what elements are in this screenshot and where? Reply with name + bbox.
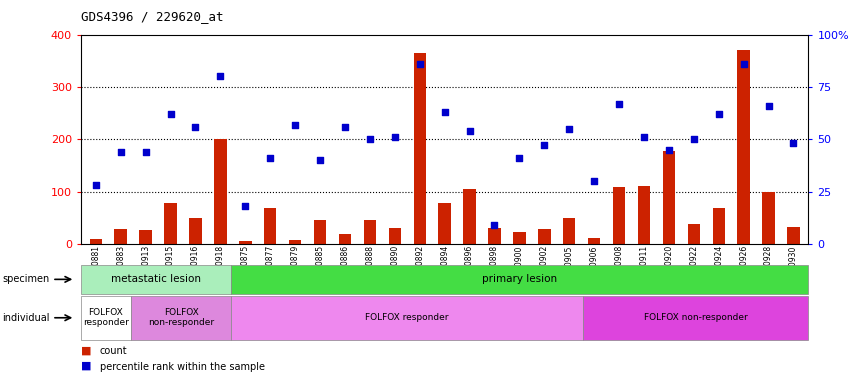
Bar [488, 228, 500, 244]
Bar [231, 296, 583, 340]
Point [288, 121, 302, 127]
Bar [214, 139, 226, 244]
Bar [89, 238, 102, 244]
Text: ■: ■ [81, 361, 91, 371]
Text: FOLFOX responder: FOLFOX responder [365, 313, 448, 322]
Text: GDS4396 / 229620_at: GDS4396 / 229620_at [81, 10, 223, 23]
Point [89, 182, 103, 188]
Bar [189, 218, 202, 244]
Bar [762, 192, 774, 244]
Point [587, 178, 601, 184]
Point [388, 134, 402, 140]
Point [563, 126, 576, 132]
Text: percentile rank within the sample: percentile rank within the sample [100, 362, 265, 372]
Point [264, 155, 277, 161]
Point [538, 142, 551, 149]
Point [413, 61, 426, 67]
Bar [239, 241, 252, 244]
Point [662, 147, 676, 153]
Bar [115, 229, 127, 244]
Point [163, 111, 177, 117]
Point [338, 124, 351, 130]
Bar [438, 203, 451, 244]
Bar [538, 229, 551, 244]
Point [687, 136, 700, 142]
Point [637, 134, 651, 140]
Text: FOLFOX
responder: FOLFOX responder [83, 308, 129, 328]
Bar [787, 227, 800, 244]
Text: primary lesion: primary lesion [483, 274, 557, 285]
Point [363, 136, 377, 142]
Bar [583, 296, 808, 340]
Bar [288, 240, 301, 244]
Point [786, 140, 800, 146]
Point [114, 149, 128, 155]
Bar [513, 232, 526, 244]
Bar [81, 265, 231, 294]
Text: ■: ■ [81, 345, 91, 355]
Text: count: count [100, 346, 127, 356]
Point [139, 149, 152, 155]
Bar [738, 50, 750, 244]
Bar [140, 230, 151, 244]
Point [463, 128, 477, 134]
Bar [588, 238, 601, 244]
Bar [314, 220, 326, 244]
Point [189, 124, 203, 130]
Point [612, 101, 625, 107]
Bar [131, 296, 231, 340]
Bar [81, 296, 131, 340]
Bar [463, 189, 476, 244]
Bar [339, 234, 351, 244]
Point [214, 73, 227, 79]
Text: specimen: specimen [3, 274, 50, 285]
Bar [613, 187, 625, 244]
Bar [563, 218, 575, 244]
Bar [663, 151, 675, 244]
Point [488, 222, 501, 228]
Text: metastatic lesion: metastatic lesion [111, 274, 201, 285]
Text: FOLFOX non-responder: FOLFOX non-responder [643, 313, 747, 322]
Point [737, 61, 751, 67]
Point [437, 109, 451, 115]
Point [512, 155, 526, 161]
Text: FOLFOX
non-responder: FOLFOX non-responder [148, 308, 214, 328]
Bar [164, 203, 177, 244]
Bar [231, 265, 808, 294]
Bar [363, 220, 376, 244]
Bar [637, 186, 650, 244]
Bar [712, 208, 725, 244]
Bar [389, 228, 401, 244]
Bar [264, 208, 277, 244]
Bar [688, 224, 700, 244]
Point [313, 157, 327, 163]
Bar [414, 53, 426, 244]
Point [712, 111, 726, 117]
Point [762, 103, 775, 109]
Point [238, 203, 252, 209]
Text: individual: individual [3, 313, 50, 323]
